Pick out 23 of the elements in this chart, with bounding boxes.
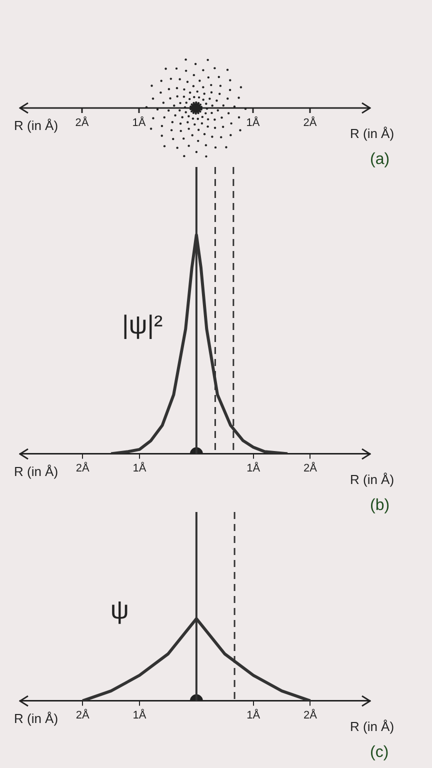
x-tick-label: 2Å bbox=[76, 461, 90, 474]
x-tick-label: 2Å bbox=[304, 461, 318, 474]
text: (c) bbox=[370, 744, 389, 761]
y-axis-title: ψ bbox=[110, 594, 129, 625]
text: (a) bbox=[370, 151, 390, 168]
text: (b) bbox=[370, 496, 390, 514]
x-axis-title: R (in Å) bbox=[350, 718, 394, 734]
text: R (in Å) bbox=[14, 118, 58, 133]
x-tick-label: 1Å bbox=[246, 461, 261, 474]
text: R (in Å) bbox=[14, 710, 58, 726]
x-tick-label: 1Å bbox=[132, 461, 147, 474]
text: 1Å bbox=[246, 116, 260, 129]
y-axis-title: |ψ|² bbox=[122, 309, 164, 340]
x-tick-label: 1Å bbox=[132, 708, 147, 722]
text: 2Å bbox=[75, 116, 90, 129]
x-tick-label: 1Å bbox=[246, 708, 261, 722]
x-axis-title: R (in Å) bbox=[350, 472, 394, 487]
x-tick-label: 2Å bbox=[304, 708, 318, 722]
text: 1Å bbox=[132, 116, 146, 129]
text: R (in Å) bbox=[14, 464, 58, 479]
text: R (in Å) bbox=[350, 126, 394, 141]
text: 2Å bbox=[303, 116, 318, 129]
x-tick-label: 2Å bbox=[76, 708, 90, 722]
